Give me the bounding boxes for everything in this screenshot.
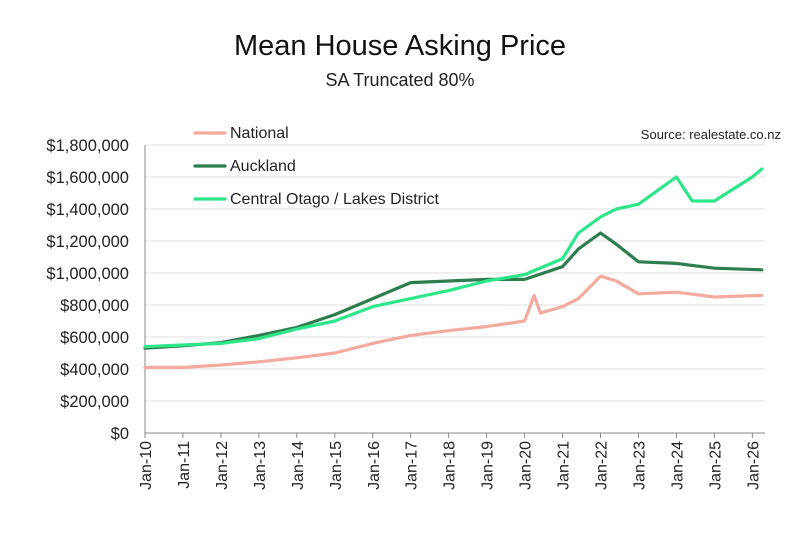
- series-lines: [143, 167, 764, 369]
- y-tick-label: $1,200,000: [46, 233, 129, 251]
- x-tick-label: Jan-16: [366, 441, 383, 490]
- x-tick-label: Jan-17: [404, 441, 421, 490]
- y-tick-label: $1,600,000: [46, 169, 129, 187]
- y-tick-label: $1,000,000: [46, 265, 129, 283]
- x-tick-label: Jan-10: [138, 441, 155, 490]
- series-line: [143, 167, 764, 349]
- x-tick-label: Jan-18: [442, 441, 459, 490]
- legend-label: Auckland: [230, 158, 296, 175]
- y-tick-label: $400,000: [60, 361, 129, 379]
- y-tick-label: $200,000: [60, 393, 129, 411]
- y-tick-label: $800,000: [60, 297, 129, 315]
- legend-label: Central Otago / Lakes District: [230, 191, 440, 208]
- x-tick-label: Jan-25: [707, 441, 724, 490]
- series-line: [143, 274, 764, 369]
- axes: [144, 145, 765, 434]
- chart-subtitle: SA Truncated 80%: [325, 70, 475, 90]
- x-tick-label: Jan-24: [669, 441, 686, 490]
- y-tick-label: $600,000: [60, 329, 129, 347]
- legend-label: National: [230, 125, 289, 142]
- source-label: Source: realestate.co.nz: [641, 127, 781, 142]
- gridlines: [145, 144, 765, 402]
- x-tick-label: Jan-23: [631, 441, 648, 490]
- y-tick-label: $0: [111, 425, 129, 443]
- x-tick-label: Jan-20: [518, 441, 535, 490]
- x-tick-label: Jan-14: [290, 441, 307, 490]
- x-tick-label: Jan-19: [480, 441, 497, 490]
- x-tick-label: Jan-22: [594, 441, 611, 490]
- x-tick-label: Jan-11: [176, 441, 193, 489]
- y-tick-label: $1,800,000: [46, 137, 129, 155]
- chart-title: Mean House Asking Price: [233, 30, 567, 62]
- x-tick-label: Jan-13: [252, 441, 269, 490]
- x-tick-label: Jan-15: [328, 441, 345, 490]
- x-tick-label: Jan-26: [745, 441, 762, 490]
- x-axis-ticks: Jan-10 Jan-11 Jan-12 Jan-13 Jan-14 Jan-15 Jan-…: [138, 433, 762, 490]
- y-tick-label: $1,400,000: [46, 201, 129, 219]
- x-tick-label: Jan-21: [556, 441, 573, 490]
- y-axis-ticks: $0 $200,000 $400,000 $600,000 $800,000 $1,000…: [46, 137, 129, 443]
- x-tick-label: Jan-12: [214, 441, 231, 490]
- legend: National Auckland Central Otago / Lakes Di…: [193, 125, 440, 208]
